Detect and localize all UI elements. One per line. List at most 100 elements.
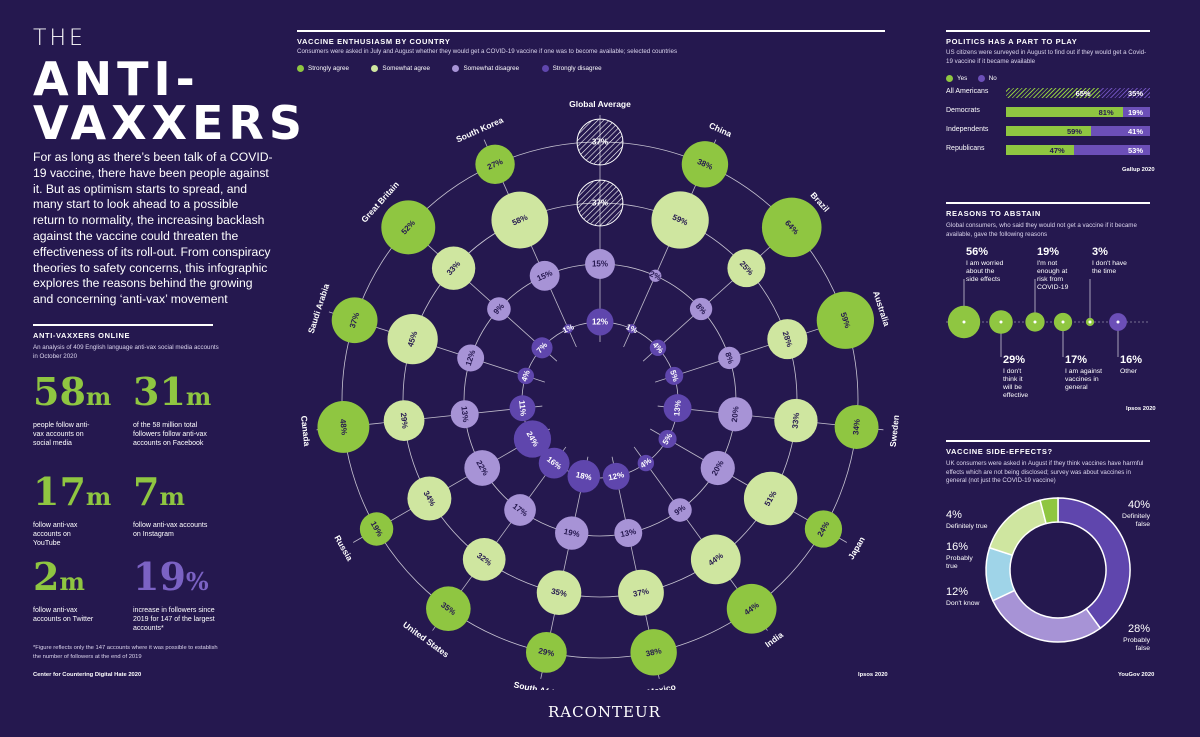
reason-label: risk from xyxy=(1037,276,1063,283)
bubble-mark xyxy=(743,471,798,526)
reason-bubble-center xyxy=(999,320,1003,324)
stat-text: follow anti-vax accounts on Instagram xyxy=(133,522,208,538)
politics-rule xyxy=(946,30,1150,32)
bubble-mark xyxy=(586,308,614,336)
stat-text: follow anti-vax accounts on YouTube xyxy=(33,522,78,547)
bubble-label: 37% xyxy=(592,199,608,208)
reason-value: 56% xyxy=(966,246,988,258)
online-title: ANTI-VAXXERS ONLINE xyxy=(33,331,131,340)
bubble-mark xyxy=(767,319,808,360)
bubble-mark xyxy=(450,400,479,429)
reason-label: I don't have xyxy=(1092,260,1127,267)
reason-label: Other xyxy=(1120,368,1138,375)
politics-row-label: Democrats xyxy=(946,107,980,114)
reason-label: general xyxy=(1065,384,1088,391)
bubble-mark xyxy=(563,324,573,334)
bubble-label: 15% xyxy=(592,260,608,269)
bubble-mark xyxy=(487,297,511,321)
bubble-mark xyxy=(630,629,677,676)
stat-number: 2m xyxy=(33,554,85,599)
stat-block: 31m of the 58 million total followers fol… xyxy=(133,372,225,448)
politics-row: Republicans 47% 53% xyxy=(946,144,1150,156)
yes-value: 59% xyxy=(1066,127,1082,136)
yes-bar xyxy=(1006,126,1091,136)
politics-legend: Yes No xyxy=(946,70,1015,88)
reason-value: 17% xyxy=(1065,354,1087,366)
bubble-label: 12% xyxy=(607,470,625,482)
no-value: 53% xyxy=(1128,146,1144,155)
no-value: 19% xyxy=(1128,108,1144,117)
bubble-mark xyxy=(718,397,753,432)
country-group: 44%44%9%4%India xyxy=(637,454,785,649)
stat-unit: m xyxy=(59,567,85,596)
reason-value: 29% xyxy=(1003,354,1025,366)
politics-row-label: Republicans xyxy=(946,145,985,152)
stat-unit: m xyxy=(85,482,112,511)
reason-bubble-center xyxy=(1033,320,1037,324)
bubble-mark xyxy=(457,344,485,372)
politics-row-label: All Americans xyxy=(946,88,989,95)
reasons-title: REASONS TO ABSTAIN xyxy=(946,209,1041,218)
bubble-mark xyxy=(381,200,436,255)
reason-label: I don't xyxy=(1003,368,1021,375)
stat-number: 7m xyxy=(133,469,185,514)
bubble-mark xyxy=(517,367,535,385)
country-group: 19%34%22%24%Russia xyxy=(332,420,552,563)
title-line1: ANTI- xyxy=(33,52,200,106)
online-rule xyxy=(33,324,213,326)
reason-label: I'm not xyxy=(1037,260,1057,267)
no-bar xyxy=(1122,107,1150,117)
legend-somewhat-agree: Somewhat agree xyxy=(371,65,430,72)
bubble-mark xyxy=(804,510,843,548)
bubble-label: 48% xyxy=(338,419,349,436)
country-label: Saudi Arabia xyxy=(306,282,332,334)
country-group: 52%33%9%7%Great Britain xyxy=(359,179,553,359)
yes-value: 65% xyxy=(1075,89,1091,98)
bubble-mark xyxy=(637,454,655,472)
intro-text: For as long as there’s been talk of a CO… xyxy=(33,150,273,307)
stat-number: 31m xyxy=(133,369,212,414)
reason-value: 3% xyxy=(1092,246,1108,258)
bubble-label: 29% xyxy=(399,412,410,429)
reasons-source: Ipsos 2020 xyxy=(1126,406,1156,412)
bubble-mark xyxy=(509,395,536,422)
bubble-label: 37% xyxy=(592,138,608,147)
stat-number: 58m xyxy=(33,369,112,414)
donut-value: 12% xyxy=(946,586,968,598)
reason-label: COVID-19 xyxy=(1037,284,1069,291)
legend-strongly-agree: Strongly agree xyxy=(297,65,349,72)
bubble-label: 13% xyxy=(459,406,470,423)
bubble-label: 20% xyxy=(730,406,741,423)
bubble-label: 37% xyxy=(632,587,650,599)
enthusiasm-rule xyxy=(297,30,885,32)
bubble-mark xyxy=(761,197,822,258)
reason-value: 16% xyxy=(1120,354,1142,366)
bubble-label: 13% xyxy=(620,527,638,539)
side-effects-donut: 40%Definitelyfalse28%Probablyfalse12%Don… xyxy=(946,497,1151,652)
politics-row: Democrats 81% 19% xyxy=(946,106,1150,118)
bubble-mark xyxy=(585,249,615,279)
bubble-mark xyxy=(576,179,624,227)
bubble-label: 38% xyxy=(645,646,663,658)
bubble-mark xyxy=(475,144,515,185)
bubble-mark xyxy=(536,570,582,615)
no-bar xyxy=(1090,126,1150,136)
country-label: Mexico xyxy=(646,682,676,690)
no-bar xyxy=(1073,145,1150,155)
bubble-mark xyxy=(317,401,370,453)
reason-bubble-center xyxy=(1088,320,1092,324)
country-group: 37% 37% 15% 12% Global Average xyxy=(569,99,631,336)
stat-unit: m xyxy=(185,382,212,411)
bubble-mark xyxy=(651,191,709,249)
bubble-mark xyxy=(726,583,777,634)
bubble-label: 12% xyxy=(592,318,608,327)
country-label: Russia xyxy=(332,533,355,562)
country-label: Australia xyxy=(871,290,892,328)
bubble-mark xyxy=(567,460,601,493)
bubble-mark xyxy=(627,324,637,334)
stat-text: people follow anti-vax accounts on socia… xyxy=(33,422,90,447)
country-group: 37%45%12%4%Saudi Arabia xyxy=(306,282,535,385)
donut-label: Don't know xyxy=(946,600,980,607)
reason-label: about the xyxy=(966,268,995,275)
online-source: Center for Countering Digital Hate 2020 xyxy=(33,672,142,678)
